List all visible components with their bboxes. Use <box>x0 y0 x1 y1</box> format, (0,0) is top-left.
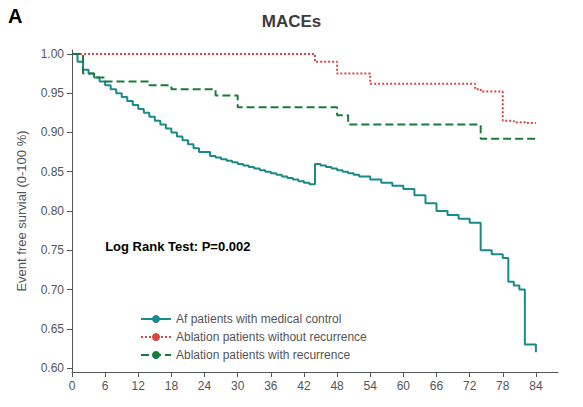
svg-text:42: 42 <box>297 379 311 393</box>
svg-text:1.00: 1.00 <box>41 47 65 61</box>
svg-text:72: 72 <box>463 379 477 393</box>
svg-text:0.95: 0.95 <box>41 86 65 100</box>
svg-text:0.85: 0.85 <box>41 165 65 179</box>
svg-text:Log Rank Test: P=0.002: Log Rank Test: P=0.002 <box>105 239 250 254</box>
svg-text:54: 54 <box>364 379 378 393</box>
svg-text:0.90: 0.90 <box>41 125 65 139</box>
svg-text:0.80: 0.80 <box>41 204 65 218</box>
svg-text:36: 36 <box>264 379 278 393</box>
svg-text:6: 6 <box>102 379 109 393</box>
svg-text:24: 24 <box>198 379 212 393</box>
svg-text:0.65: 0.65 <box>41 322 65 336</box>
svg-text:A: A <box>8 5 22 27</box>
svg-text:MACEs: MACEs <box>262 12 322 31</box>
svg-text:66: 66 <box>430 379 444 393</box>
svg-text:Af patients with medical contr: Af patients with medical control <box>176 312 341 326</box>
svg-text:12: 12 <box>132 379 146 393</box>
svg-text:18: 18 <box>165 379 179 393</box>
svg-text:48: 48 <box>330 379 344 393</box>
svg-text:Ablation patients without recu: Ablation patients without recurrence <box>176 330 367 344</box>
svg-text:60: 60 <box>397 379 411 393</box>
svg-text:0.60: 0.60 <box>41 361 65 375</box>
svg-text:0.75: 0.75 <box>41 243 65 257</box>
svg-text:0.70: 0.70 <box>41 283 65 297</box>
svg-text:84: 84 <box>529 379 543 393</box>
svg-text:0: 0 <box>69 379 76 393</box>
svg-text:Event free survial (0-100 %): Event free survial (0-100 %) <box>14 130 29 291</box>
svg-text:78: 78 <box>496 379 510 393</box>
svg-text:Ablation patients with recurre: Ablation patients with recurrence <box>176 348 350 362</box>
svg-text:30: 30 <box>231 379 245 393</box>
